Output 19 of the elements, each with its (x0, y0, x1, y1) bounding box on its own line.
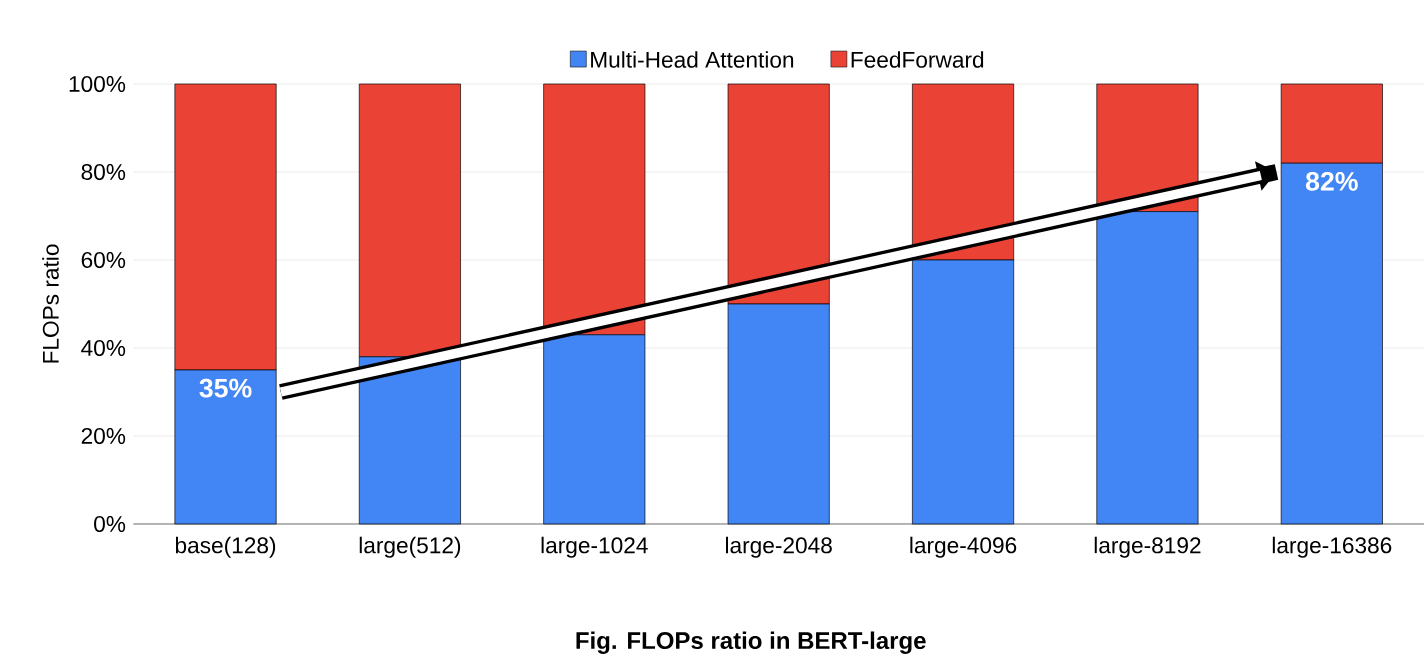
x-tick-label: large-16386 (1272, 536, 1392, 558)
data-label: 82% (1305, 171, 1358, 191)
y-tick-label: 20% (81, 427, 126, 445)
x-tick-label: large(512) (359, 536, 461, 558)
x-tick-label: large-4096 (910, 536, 1017, 558)
data-label: 35% (199, 378, 252, 398)
y-axis-title: FLOPs ratio (42, 244, 59, 363)
y-tick-label: 0% (94, 515, 126, 533)
x-tick-label: large-1024 (541, 536, 648, 558)
text: Fig. FLOPs ratio in BERT-large (576, 631, 926, 654)
legend-label: FeedForward (851, 51, 984, 68)
y-tick-label: 60% (81, 251, 126, 269)
x-tick-label: large-8192 (1094, 536, 1201, 558)
x-tick-label: base(128) (175, 536, 276, 558)
y-tick-label: 40% (81, 339, 126, 357)
y-tick-label: 80% (81, 163, 126, 181)
x-tick-label: large-2048 (726, 536, 832, 558)
y-tick-label: 100% (69, 75, 126, 93)
legend-label: Multi-Head Attention (591, 51, 794, 68)
